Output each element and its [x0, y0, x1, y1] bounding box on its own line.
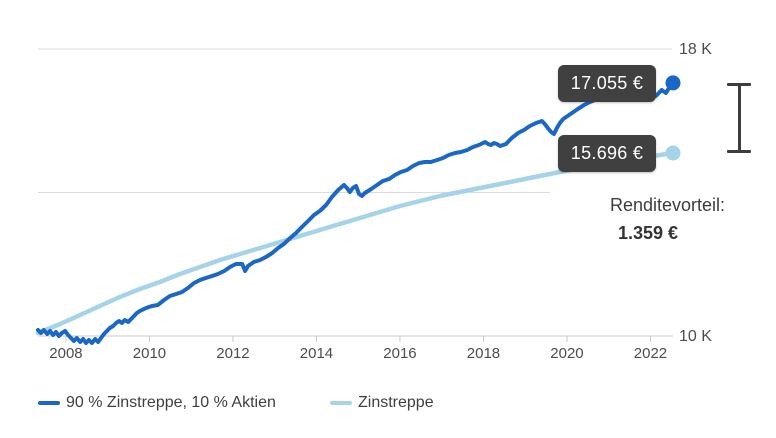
- portfolio-value-text: 17.055 €: [570, 73, 644, 93]
- legend-item-zinstreppe[interactable]: Zinstreppe: [330, 392, 434, 414]
- x-axis-label: 2020: [550, 345, 584, 362]
- zinstreppe-value-text: 15.696 €: [570, 143, 644, 163]
- legend-label-portfolio: 90 % Zinstreppe, 10 % Aktien: [66, 394, 276, 411]
- zinstreppe-end-marker: [665, 145, 681, 161]
- zinstreppe-value-tooltip: 15.696 €: [558, 135, 656, 172]
- difference-indicator: [727, 83, 751, 153]
- x-axis-label: 2018: [466, 345, 501, 362]
- advantage-label: Renditevorteil:: [610, 195, 726, 215]
- x-axis-label: 2022: [633, 345, 668, 362]
- x-axis-label: 2016: [383, 345, 417, 362]
- portfolio-end-marker: [665, 75, 681, 91]
- difference-indicator-bottom-cap: [727, 150, 751, 153]
- portfolio-value-tooltip: 17.055 €: [558, 65, 656, 102]
- y-axis-label-18k: 18 K: [679, 41, 712, 58]
- portfolio-line: [36, 80, 675, 345]
- zinstreppe-line: [35, 150, 676, 336]
- legend-label-zinstreppe: Zinstreppe: [358, 394, 434, 411]
- legend: 90 % Zinstreppe, 10 % Aktien Zinstreppe: [0, 392, 776, 414]
- y-axis-label-10k: 10 K: [679, 328, 712, 345]
- advantage-value: 1.359 €: [618, 223, 679, 243]
- x-axis-label: 2010: [132, 345, 167, 362]
- difference-indicator-stem: [737, 84, 741, 152]
- x-axis-label: 2014: [299, 345, 334, 362]
- legend-swatch-portfolio: [38, 401, 60, 405]
- x-axis-label: 2008: [49, 345, 83, 362]
- x-axis-label: 2012: [216, 345, 250, 362]
- legend-swatch-zinstreppe: [330, 401, 352, 405]
- legend-item-portfolio[interactable]: 90 % Zinstreppe, 10 % Aktien: [38, 392, 276, 414]
